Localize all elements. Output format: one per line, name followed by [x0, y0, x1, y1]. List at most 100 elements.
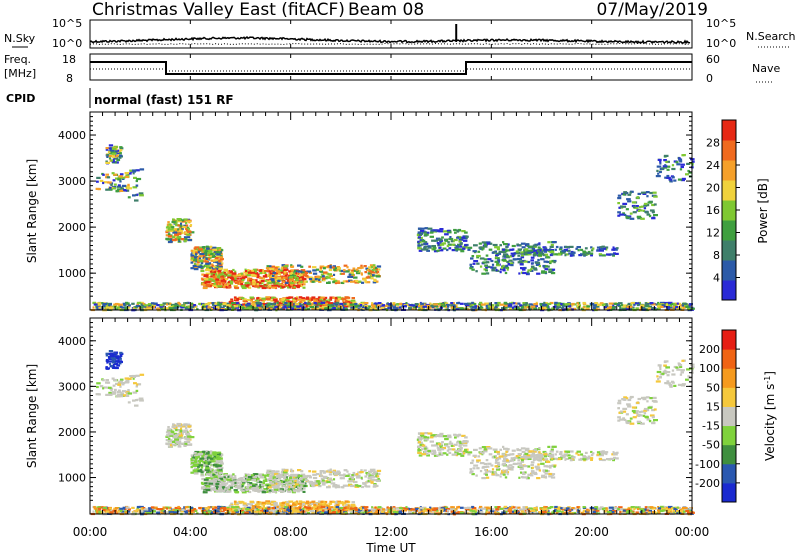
nsky-line — [89, 35, 691, 45]
power-cell — [585, 308, 590, 311]
power-cell — [167, 221, 170, 224]
velocity-cell — [216, 480, 219, 483]
power-cell — [511, 306, 515, 309]
velocity-cell — [195, 463, 199, 466]
power-cell — [218, 267, 223, 270]
velocity-cell — [322, 475, 328, 478]
velocity-cell — [108, 350, 114, 353]
power-cell — [212, 269, 216, 272]
velocity-cell — [171, 431, 175, 434]
velocity-cell — [247, 490, 252, 494]
velocity-cell — [211, 472, 216, 475]
power-cell — [267, 274, 270, 277]
nave-label: Nave — [752, 62, 780, 75]
power-cell — [114, 302, 119, 306]
power-cell — [528, 303, 533, 306]
power-cell — [531, 262, 534, 265]
power-cell — [543, 250, 547, 253]
velocity-cell — [375, 472, 381, 475]
power-cell — [630, 302, 635, 305]
velocity-cell — [169, 434, 174, 437]
velocity-cell — [287, 488, 293, 491]
power-cell — [679, 168, 683, 171]
velocity-cell — [205, 452, 210, 455]
power-cell — [349, 308, 353, 311]
power-cell — [646, 195, 649, 198]
power-cell — [162, 302, 166, 305]
velocity-cell — [343, 473, 346, 476]
velocity-cell — [285, 502, 290, 505]
power-cell — [523, 266, 527, 270]
power-cell — [201, 254, 206, 257]
velocity-cell — [259, 473, 263, 476]
power-cell — [398, 306, 402, 309]
power-cell — [538, 242, 541, 245]
power-cell — [556, 253, 562, 256]
power-cell — [345, 270, 350, 273]
velocity-cell — [319, 471, 323, 474]
cpid-text: normal (fast) 151 RF — [94, 93, 234, 107]
power-cell — [405, 302, 408, 305]
velocity-cell — [169, 444, 174, 447]
velocity-cell — [244, 473, 247, 476]
velocity-cell — [227, 485, 230, 488]
velocity-cell — [282, 471, 288, 474]
velocity-cell — [285, 481, 288, 484]
power-cell — [108, 157, 112, 160]
velocity-cell — [336, 500, 341, 503]
power-cell — [467, 302, 472, 305]
power-cell — [272, 271, 276, 275]
power-cell — [139, 301, 144, 304]
velocity-cell — [125, 390, 130, 394]
colorbar-segment — [722, 260, 736, 281]
velocity-cell — [267, 486, 272, 489]
power-cell — [354, 304, 359, 308]
power-cell — [535, 261, 541, 264]
velocity-cell — [119, 351, 123, 354]
velocity-cell — [120, 392, 125, 395]
power-cell — [632, 211, 637, 214]
power-cell — [280, 308, 284, 311]
velocity-cell — [108, 360, 112, 363]
power-cell — [286, 296, 291, 299]
power-cell — [299, 301, 302, 304]
power-cell — [251, 274, 256, 277]
power-cell — [447, 243, 452, 246]
velocity-cell — [265, 484, 268, 487]
power-cell — [111, 172, 115, 175]
velocity-cell — [227, 480, 231, 483]
power-cell — [249, 269, 252, 272]
power-cell — [204, 250, 208, 253]
power-cell — [595, 306, 598, 309]
power-cell — [313, 302, 317, 305]
velocity-cell — [215, 455, 220, 458]
power-cell — [426, 249, 430, 252]
power-cell — [434, 239, 438, 242]
velocity-cell — [298, 486, 302, 489]
velocity-cell — [321, 481, 326, 484]
power-cell — [417, 236, 421, 239]
power-cell — [668, 301, 673, 304]
power-cell — [533, 245, 537, 248]
power-cell — [492, 243, 498, 247]
power-cell — [439, 241, 442, 244]
power-cell — [377, 302, 382, 305]
velocity-cell — [185, 438, 191, 441]
velocity-cell — [224, 474, 228, 477]
power-cell — [430, 231, 434, 234]
power-cell — [199, 246, 202, 249]
power-cell — [483, 245, 488, 248]
power-cell — [596, 246, 600, 249]
power-cell — [507, 243, 510, 246]
velocity-cell — [194, 460, 198, 463]
velocity-cell — [185, 429, 189, 432]
power-cell — [259, 272, 263, 275]
power-cell — [324, 307, 329, 310]
velocity-cell — [190, 454, 193, 457]
power-cell — [438, 249, 444, 252]
power-cell — [446, 248, 449, 252]
power-cell — [439, 243, 445, 246]
power-cell — [453, 238, 458, 242]
velocity-cell — [349, 477, 354, 480]
power-cell — [690, 307, 695, 310]
